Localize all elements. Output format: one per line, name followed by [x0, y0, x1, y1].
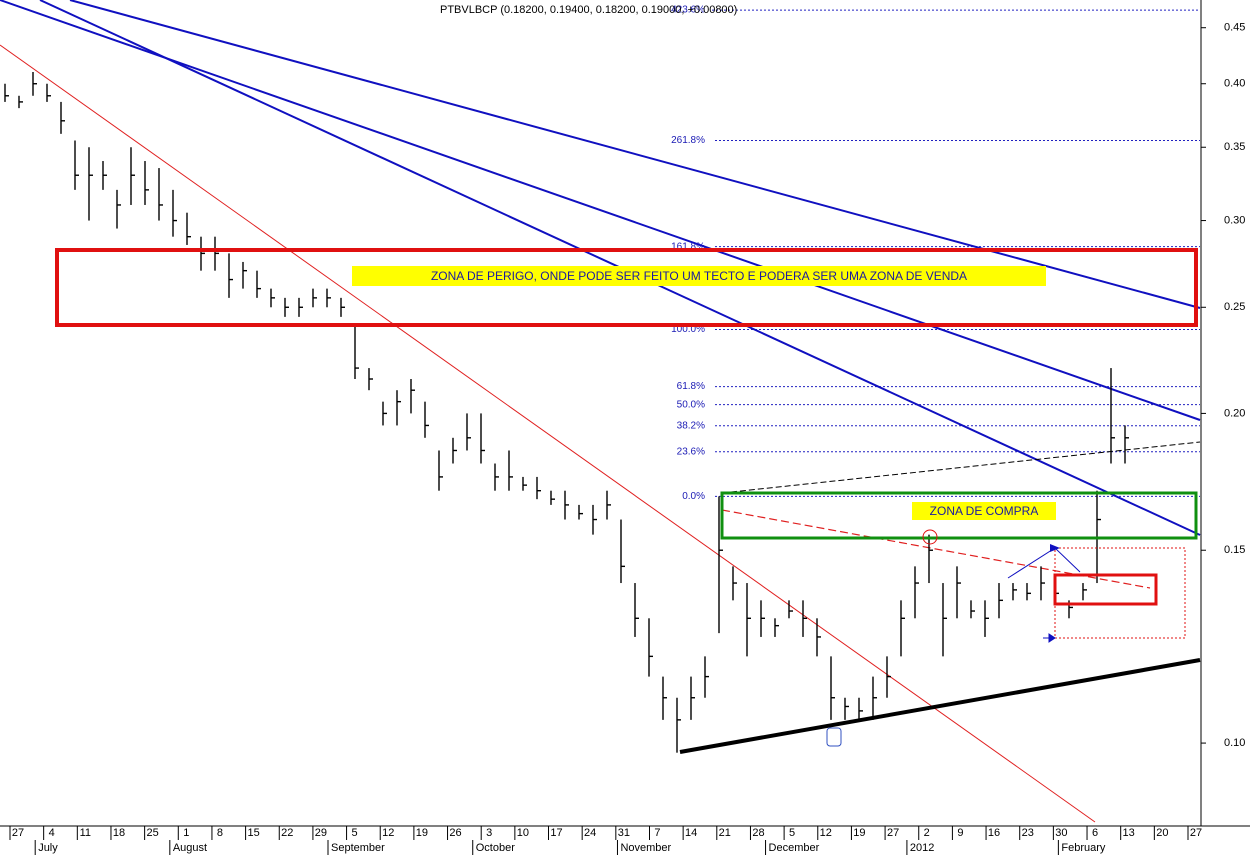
danger-label: ZONA DE PERIGO, ONDE PODE SER FEITO UM T… [431, 269, 967, 283]
x-tick-label: 27 [12, 827, 24, 839]
y-tick-label: 0.10 [1224, 737, 1245, 749]
x-tick-label: 29 [315, 827, 327, 839]
thumb-icon [826, 727, 842, 747]
marker [922, 529, 938, 545]
x-tick-label: 5 [352, 827, 358, 839]
dotted-zone [1054, 547, 1186, 639]
x-tick-label: 27 [1190, 827, 1202, 839]
month-label: July [38, 842, 58, 854]
trend-line [0, 44, 1096, 823]
month-label: February [1061, 842, 1106, 854]
y-tick-label: 0.25 [1224, 301, 1245, 313]
x-tick-label: 26 [449, 827, 461, 839]
x-tick-label: 6 [1092, 827, 1098, 839]
x-tick-label: 15 [247, 827, 259, 839]
x-tick-label: 24 [584, 827, 596, 839]
fib-label: 100.0% [671, 324, 705, 335]
buy-zone [720, 491, 1198, 540]
x-tick-label: 17 [550, 827, 562, 839]
trend-line [721, 441, 1201, 494]
x-tick-label: 23 [1022, 827, 1034, 839]
label-box [352, 266, 1046, 286]
y-tick-label: 0.45 [1224, 22, 1245, 34]
y-tick-label: 0.20 [1224, 407, 1245, 419]
month-label: August [173, 842, 207, 854]
fib-label: 23.6% [677, 446, 705, 457]
chart-title: PTBVLBCP (0.18200, 0.19400, 0.18200, 0.1… [440, 4, 737, 16]
support-line [679, 658, 1201, 754]
label-box [912, 502, 1056, 520]
x-tick-label: 30 [1055, 827, 1067, 839]
y-tick-label: 0.30 [1224, 214, 1245, 226]
fib-label: 423.6% [671, 5, 705, 16]
fib-levels: 423.6% 261.8% 161.8% 100.0% 61.8% 50.0% 38.2% 2… [671, 5, 1200, 502]
x-tick-label: 19 [853, 827, 865, 839]
x-tick-label: 16 [988, 827, 1000, 839]
x-tick-label: 28 [752, 827, 764, 839]
month-label: October [476, 842, 515, 854]
x-tick-label: 25 [147, 827, 159, 839]
fib-label: 50.0% [677, 399, 705, 410]
x-tick-label: 1 [183, 827, 189, 839]
price-bars [4, 71, 1129, 753]
arrow [1043, 633, 1056, 643]
danger-zone [55, 248, 1198, 327]
y-tick-label: 0.40 [1224, 78, 1245, 90]
x-tick-label: 31 [618, 827, 630, 839]
month-label: September [331, 842, 385, 854]
x-tick-label: 4 [49, 827, 55, 839]
month-label: November [620, 842, 671, 854]
trend-line [69, 0, 1201, 309]
month-label: 2012 [910, 842, 934, 854]
x-tick-label: 22 [281, 827, 293, 839]
fib-label: 61.8% [677, 381, 705, 392]
y-tick-label: 0.15 [1224, 544, 1245, 556]
buy-label: ZONA DE COMPRA [930, 504, 1039, 518]
fib-label: 38.2% [677, 420, 705, 431]
small-zone [1053, 573, 1158, 606]
y-tick-label: 0.35 [1224, 141, 1245, 153]
month-label: December [769, 842, 820, 854]
x-tick-label: 21 [719, 827, 731, 839]
fib-label: 261.8% [671, 135, 705, 146]
x-tick-label: 8 [217, 827, 223, 839]
x-tick-label: 3 [486, 827, 492, 839]
x-tick-label: 12 [382, 827, 394, 839]
x-tick-label: 19 [416, 827, 428, 839]
x-tick-label: 9 [957, 827, 963, 839]
x-tick-label: 14 [685, 827, 697, 839]
x-tick-label: 12 [820, 827, 832, 839]
x-tick-label: 18 [113, 827, 125, 839]
x-tick-label: 10 [517, 827, 529, 839]
x-tick-label: 20 [1156, 827, 1168, 839]
x-tick-label: 5 [789, 827, 795, 839]
trend-line [0, 0, 1201, 421]
x-tick-label: 2 [924, 827, 930, 839]
arrow-head [1050, 544, 1060, 552]
x-tick-label: 27 [887, 827, 899, 839]
x-tick-label: 11 [80, 827, 91, 839]
fib-label: 161.8% [671, 241, 705, 252]
x-tick-label: 13 [1123, 827, 1135, 839]
fib-label: 0.0% [682, 491, 705, 502]
x-tick-label: 7 [654, 827, 660, 839]
